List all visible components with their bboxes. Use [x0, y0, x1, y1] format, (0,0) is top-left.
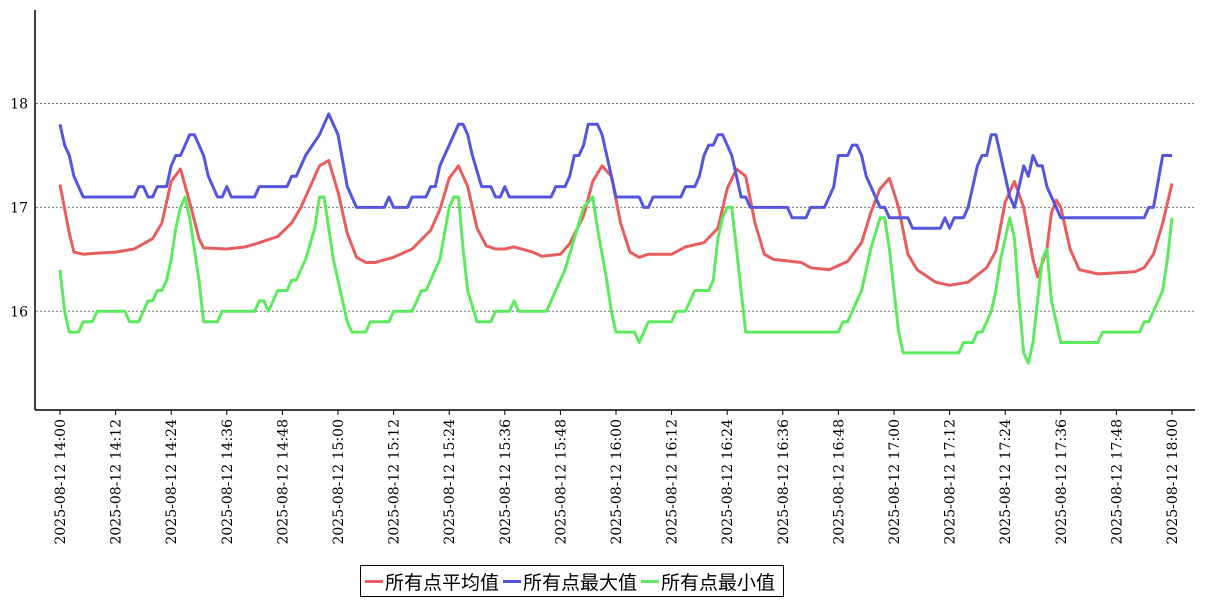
x-tick-label: 2025-08-12 17:12 — [943, 419, 959, 545]
legend: 所有点平均值 所有点最大值 所有点最小值 — [360, 565, 785, 597]
legend-swatch-max — [503, 579, 522, 583]
legend-swatch-min — [641, 579, 660, 583]
x-tick-label: 2025-08-12 15:36 — [498, 419, 514, 545]
x-tick-label: 2025-08-12 17:48 — [1109, 419, 1125, 545]
x-tick-label: 2025-08-12 14:00 — [53, 419, 69, 545]
x-tick-label: 2025-08-12 17:00 — [887, 419, 903, 545]
legend-label-max: 所有点最大值 — [523, 571, 638, 594]
legend-label-average: 所有点平均值 — [385, 571, 500, 594]
y-axis-ticks: 16 17 18 — [10, 97, 28, 321]
y-tick-label: 16 — [10, 304, 28, 320]
series-lines — [58, 112, 1174, 365]
x-axis-ticks: 2025-08-12 14:00 2025-08-12 14:12 2025-08-… — [53, 410, 1181, 545]
y-tick-label: 18 — [10, 97, 28, 113]
x-tick-label: 2025-08-12 14:36 — [220, 419, 236, 545]
legend-label-min: 所有点最小值 — [661, 571, 776, 594]
x-tick-label: 2025-08-12 16:12 — [665, 419, 681, 545]
x-tick-label: 2025-08-12 14:12 — [109, 419, 125, 545]
grid-lines — [36, 103, 1195, 312]
x-tick-label: 2025-08-12 15:12 — [387, 419, 403, 545]
x-tick-label: 2025-08-12 15:48 — [553, 419, 569, 545]
legend-swatch-average — [365, 579, 383, 583]
legend-item-min: 所有点最小值 — [641, 568, 775, 595]
x-tick-label: 2025-08-12 16:36 — [776, 419, 792, 545]
series-line-min — [58, 195, 1174, 365]
x-tick-label: 2025-08-12 14:48 — [275, 419, 291, 545]
x-tick-label: 2025-08-12 17:36 — [1054, 419, 1070, 545]
legend-item-max: 所有点最大值 — [503, 568, 637, 595]
x-tick-label: 2025-08-12 17:24 — [998, 419, 1014, 545]
x-tick-label: 2025-08-12 16:48 — [831, 419, 847, 545]
legend-item-average: 所有点平均值 — [365, 568, 499, 595]
series-line-max — [58, 112, 1172, 230]
x-tick-label: 2025-08-12 18:00 — [1165, 419, 1181, 545]
x-tick-label: 2025-08-12 16:00 — [609, 419, 625, 545]
x-tick-label: 2025-08-12 15:24 — [442, 419, 458, 545]
x-tick-label: 2025-08-12 16:24 — [720, 419, 736, 545]
x-tick-label: 2025-08-12 15:00 — [331, 419, 347, 545]
x-tick-label: 2025-08-12 14:24 — [164, 419, 180, 545]
y-tick-label: 17 — [10, 200, 28, 216]
